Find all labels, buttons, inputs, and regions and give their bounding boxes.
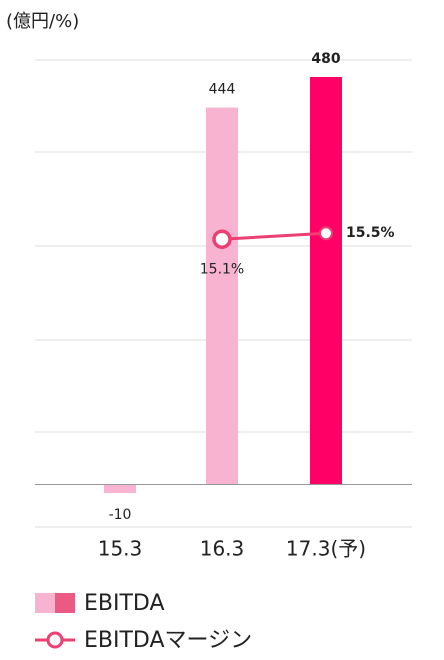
bar	[206, 107, 238, 485]
line-point	[212, 229, 232, 250]
x-tick-label: 17.3(予)	[286, 537, 366, 561]
legend-marker	[46, 631, 64, 649]
data-label: 15.5%	[346, 225, 395, 241]
data-label: -10	[109, 507, 132, 523]
bar	[310, 76, 342, 485]
legend-swatch	[35, 593, 55, 613]
x-tick-label: 15.3	[98, 537, 143, 561]
legend-swatch	[55, 593, 75, 613]
legend-label: EBITDAマージン	[84, 628, 252, 653]
data-label: 15.1%	[200, 261, 244, 277]
unit-label: (億円/%)	[6, 11, 79, 32]
x-tick-label: 16.3	[200, 537, 245, 561]
data-label: 444	[209, 82, 236, 98]
legend-label: EBITDA	[84, 591, 165, 616]
line-point	[319, 226, 333, 241]
line	[221, 231, 327, 241]
data-label: 480	[311, 51, 340, 67]
bar	[104, 484, 136, 494]
